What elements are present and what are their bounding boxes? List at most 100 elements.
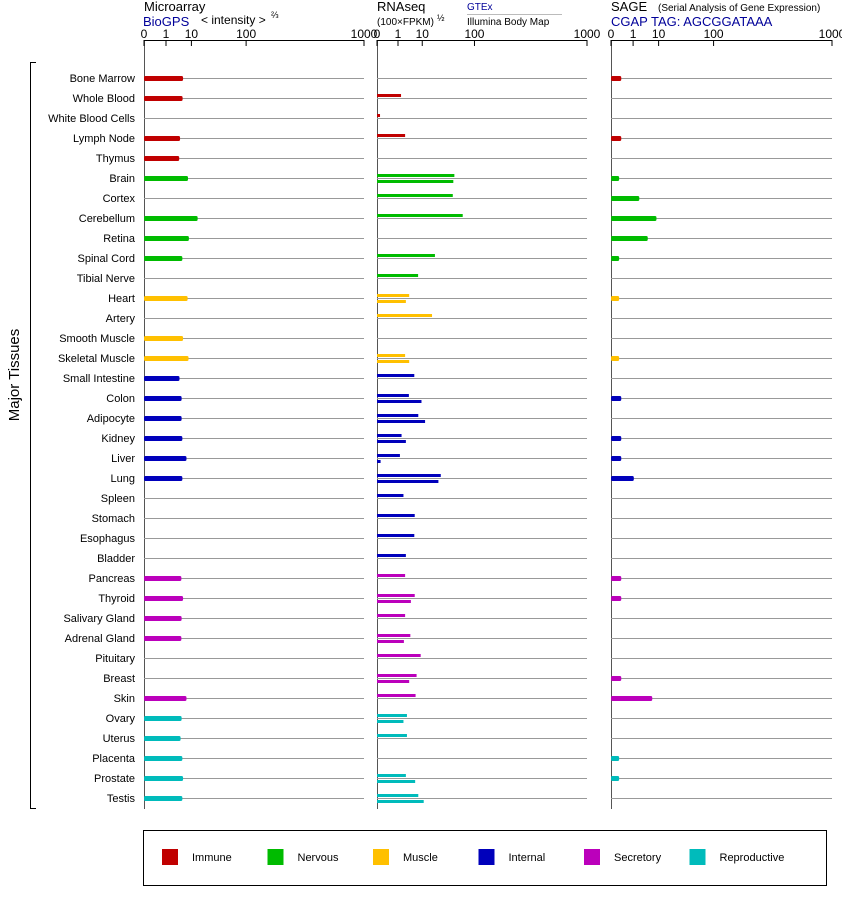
- rnaseq-bar: [377, 354, 406, 357]
- rnaseq-bar: [377, 294, 410, 297]
- sage-bar: [611, 396, 622, 401]
- tissue-row: Spleen: [101, 493, 832, 505]
- microarray-bar: [144, 296, 188, 301]
- microarray-bar: [144, 96, 183, 101]
- legend-label: Immune: [192, 852, 232, 864]
- tissue-row: Testis: [107, 793, 832, 805]
- microarray-bar: [144, 696, 187, 701]
- tissue-label: Adipocyte: [87, 413, 135, 425]
- tissue-row: Esophagus: [80, 533, 832, 545]
- rnaseq-bar: [377, 680, 410, 683]
- tissue-label: Breast: [103, 673, 135, 685]
- tissue-label: Retina: [103, 233, 136, 245]
- rnaseq-bar: [377, 640, 404, 643]
- rnaseq-bar: [377, 454, 400, 457]
- sage-tag: CGAP TAG: AGCGGATAAA: [611, 14, 773, 29]
- sage-subtitle: (Serial Analysis of Gene Expression): [658, 3, 820, 14]
- tissue-row: Kidney: [101, 433, 832, 445]
- rnaseq-bar: [377, 600, 411, 603]
- legend-label: Internal: [509, 852, 546, 864]
- rnaseq-source-gtex: GTEx: [467, 2, 493, 13]
- rnaseq-bar: [377, 720, 404, 723]
- legend-swatch: [689, 849, 706, 865]
- sage-bar: [611, 136, 622, 141]
- rnaseq-exponent: ½: [437, 13, 445, 23]
- tissue-label: Spinal Cord: [78, 253, 135, 265]
- microarray-bar: [144, 616, 182, 621]
- rnaseq-bar: [377, 780, 416, 783]
- tissue-label: Colon: [106, 393, 135, 405]
- tissue-row: Stomach: [92, 513, 832, 525]
- tissue-row: Thymus: [96, 153, 832, 165]
- microarray-bar: [144, 436, 183, 441]
- tissue-row: Heart: [108, 293, 832, 305]
- tissue-label: Skeletal Muscle: [58, 353, 135, 365]
- sage-bar: [611, 356, 620, 361]
- microarray-bar: [144, 136, 181, 141]
- rnaseq-bar: [377, 274, 419, 277]
- tissue-row: Cerebellum: [79, 213, 832, 225]
- tissue-row: Skin: [114, 693, 832, 705]
- legend-label: Secretory: [614, 852, 662, 864]
- tissue-row: White Blood Cells: [48, 113, 832, 125]
- tissue-row: Spinal Cord: [78, 253, 832, 265]
- tissue-label: Spleen: [101, 493, 135, 505]
- tissue-label: Tibial Nerve: [77, 273, 135, 285]
- rnaseq-source-bodymap: Illumina Body Map: [467, 17, 550, 28]
- rnaseq-bar: [377, 614, 406, 617]
- legend-label: Muscle: [403, 852, 438, 864]
- microarray-bar: [144, 236, 189, 241]
- microarray-bar: [144, 716, 182, 721]
- tissue-row: Whole Blood: [73, 93, 832, 105]
- rnaseq-bar: [377, 374, 415, 377]
- rnaseq-bar: [377, 534, 415, 537]
- tissue-label: Lung: [111, 473, 135, 485]
- rnaseq-bar: [377, 774, 406, 777]
- sage-bar: [611, 176, 620, 181]
- tissue-row: Placenta: [92, 753, 832, 765]
- legend-swatch: [478, 849, 495, 865]
- tissue-row: Bladder: [97, 553, 832, 565]
- tissue-rows: Bone Marrow Whole Blood White Blood Cells L…: [48, 73, 832, 805]
- tissue-label: Thymus: [96, 153, 136, 165]
- tissue-label: Lymph Node: [73, 133, 135, 145]
- tissue-row: Skeletal Muscle: [58, 353, 832, 365]
- tissue-label: Heart: [108, 293, 135, 305]
- tissue-label: Small Intestine: [63, 373, 135, 385]
- microarray-bar: [144, 376, 180, 381]
- rnaseq-bar: [377, 420, 426, 423]
- tissue-label: Stomach: [92, 513, 135, 525]
- rnaseq-tick-label: 1: [395, 27, 402, 41]
- rnaseq-bar: [377, 714, 407, 717]
- microarray-bar: [144, 776, 184, 781]
- sage-tick-label: 10: [652, 27, 666, 41]
- tissue-row: Cortex: [103, 193, 832, 205]
- legend-swatch: [584, 849, 600, 865]
- sage-bar: [611, 256, 620, 261]
- rnaseq-bar: [377, 440, 406, 443]
- tissue-label: White Blood Cells: [48, 113, 135, 125]
- sage-bar: [611, 76, 622, 81]
- rnaseq-bar: [377, 94, 402, 97]
- tissue-row: Uterus: [103, 733, 832, 745]
- microarray-bar: [144, 356, 189, 361]
- tissue-label: Salivary Gland: [63, 613, 135, 625]
- microarray-bar: [144, 796, 183, 801]
- tissue-row: Tibial Nerve: [77, 273, 832, 285]
- microarray-bar: [144, 76, 184, 81]
- tissue-label: Kidney: [101, 433, 135, 445]
- legend: Immune Nervous Muscle Internal Secretory Repr…: [143, 830, 827, 886]
- tissue-row: Prostate: [94, 773, 832, 785]
- rnaseq-bar: [377, 794, 419, 797]
- tissue-label: Cerebellum: [79, 213, 135, 225]
- microarray-bar: [144, 336, 184, 341]
- tissue-row: Pituitary: [95, 653, 832, 665]
- microarray-source: BioGPS: [143, 14, 190, 29]
- sage-bar: [611, 596, 622, 601]
- microarray-bar: [144, 256, 183, 261]
- microarray-unit: < intensity >: [201, 13, 266, 27]
- microarray-bar: [144, 396, 182, 401]
- rnaseq-bar: [377, 134, 406, 137]
- tissue-row: Adrenal Gland: [65, 633, 832, 645]
- legend-swatch: [373, 849, 389, 865]
